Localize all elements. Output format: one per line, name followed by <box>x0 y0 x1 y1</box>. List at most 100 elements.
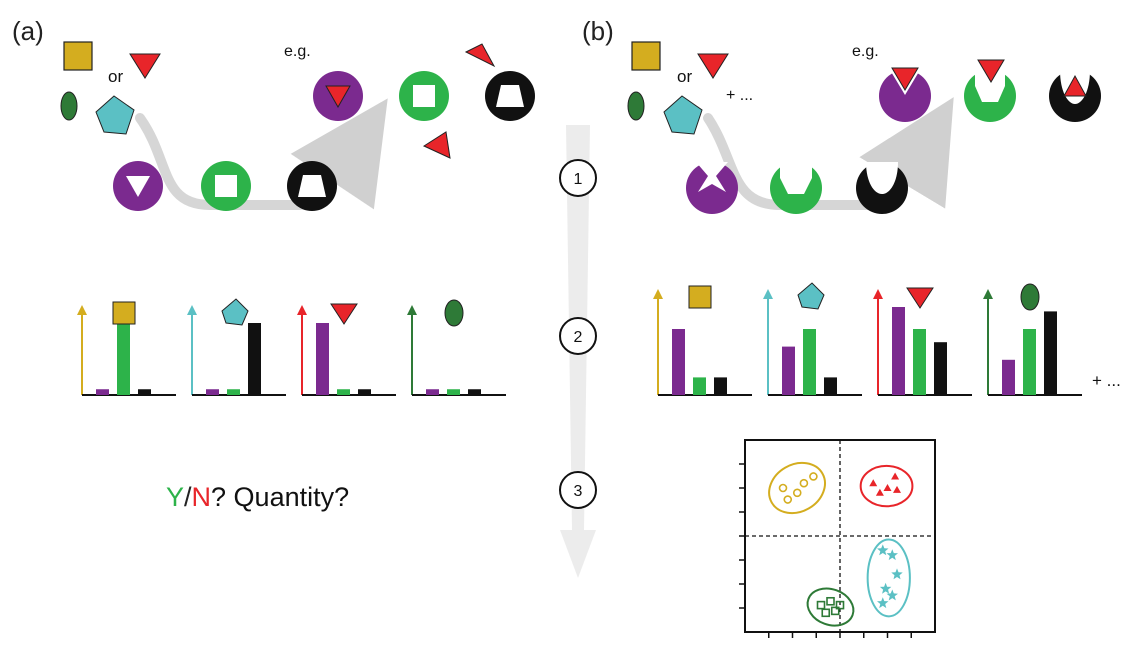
scatter-points <box>768 461 914 627</box>
bar-a-2-green <box>337 389 350 395</box>
free-triangle-icon-2 <box>422 131 451 159</box>
bar-axis-arrow-b-0 <box>653 289 663 299</box>
cyan-pentagon-icon <box>95 95 135 135</box>
scatter-point-cyan-pentagon-0 <box>877 544 889 556</box>
bar-b-2-green <box>913 329 926 395</box>
bar-b-0-green <box>693 377 706 395</box>
scatter-point-yellow-square-2 <box>792 488 802 498</box>
bar-b-0-purple <box>672 329 685 395</box>
bar-a-3-black <box>468 389 481 395</box>
bar-axis-arrow-b-2 <box>873 289 883 299</box>
yellow-square-icon <box>63 41 93 71</box>
green-ellipse-icon-b <box>627 91 645 121</box>
scatter-point-red-triangle-4 <box>891 472 900 480</box>
or-label-a: or <box>108 67 123 86</box>
bar-legend-a-2-icon <box>330 303 358 325</box>
bar-charts-a <box>77 298 506 396</box>
scatter-ticks <box>739 463 912 638</box>
red-triangle-icon <box>129 53 161 79</box>
scatter-point-cyan-pentagon-1 <box>886 549 898 561</box>
bar-axis-arrow-a-1 <box>187 305 197 315</box>
step-2-circle <box>559 317 597 355</box>
bars-more-label: + ... <box>1092 371 1121 390</box>
panel-b-label: (b) <box>582 16 614 46</box>
complex-green-b-site-icon <box>975 70 1005 102</box>
bar-legend-b-2-icon <box>906 287 934 309</box>
scatter-point-cyan-pentagon-2 <box>891 568 903 580</box>
receptor-black-b-site-icon <box>866 162 898 194</box>
bar-charts-b <box>653 282 1082 396</box>
step-arrow: 1 2 3 <box>559 125 597 578</box>
green-ellipse-icon <box>60 91 78 121</box>
receptor-purple-b <box>686 162 738 214</box>
scatter-point-green-ellipse-4 <box>835 600 845 610</box>
bar-b-3-black <box>1044 311 1057 395</box>
scatter-point-red-triangle-1 <box>875 488 884 496</box>
step-2-label: 2 <box>574 329 583 346</box>
step-3-label: 3 <box>574 483 583 500</box>
scatter-cluster-yellow-square <box>768 461 826 515</box>
receptor-green-b-site-icon <box>780 162 812 194</box>
bar-a-3-green <box>447 389 460 395</box>
bar-legend-a-3-icon <box>444 299 464 327</box>
scatter-point-red-triangle-3 <box>893 485 901 493</box>
bar-b-1-purple <box>782 346 795 395</box>
bar-a-1-black <box>248 323 261 395</box>
bar-b-3-green <box>1023 329 1036 395</box>
more-label: + ... <box>726 87 753 104</box>
bar-axis-arrow-b-3 <box>983 289 993 299</box>
bar-b-2-purple <box>892 307 905 395</box>
bar-a-2-purple <box>316 323 329 395</box>
free-triangle-icon-1 <box>464 43 496 68</box>
question-text: Y/N? Quantity? <box>166 482 349 512</box>
panel-a-label: (a) <box>12 16 44 46</box>
bar-axis-arrow-b-1 <box>763 289 773 299</box>
bar-a-0-black <box>138 389 151 395</box>
scatter-point-yellow-square-3 <box>799 478 809 488</box>
question-y: Y <box>166 482 184 512</box>
question-n: N <box>192 482 212 512</box>
scatter-point-green-ellipse-1 <box>826 596 835 606</box>
step-1-circle <box>559 159 597 197</box>
receptor-green-site-icon <box>215 175 237 197</box>
bar-legend-a-1-icon <box>221 298 249 326</box>
bar-b-3-purple <box>1002 359 1015 395</box>
receptor-purple-b-site-icon <box>696 162 728 192</box>
bar-a-2-black <box>358 389 371 395</box>
panel-a-top: or e.g. <box>60 41 535 211</box>
receptor-black-site-icon <box>298 175 326 197</box>
bar-a-0-green <box>117 323 130 395</box>
bar-legend-a-0-icon <box>112 301 136 325</box>
bar-a-3-purple <box>426 389 439 395</box>
empty-square-site-icon <box>413 85 435 107</box>
bar-b-2-black <box>934 342 947 395</box>
scatter-point-cyan-pentagon-3 <box>879 582 892 594</box>
red-triangle-icon-b <box>697 53 729 79</box>
bar-legend-b-0-icon <box>688 285 712 309</box>
scatter-cluster-green-ellipse <box>806 587 855 627</box>
bar-axis-arrow-a-3 <box>407 305 417 315</box>
scatter-point-red-triangle-0 <box>869 479 878 487</box>
scatter-point-yellow-square-4 <box>809 472 818 481</box>
step-3-circle <box>559 471 597 509</box>
scatter-cluster-cyan-pentagon <box>866 538 911 618</box>
empty-trapezoid-site-icon <box>496 85 524 107</box>
panel-b-top: or + ... e.g. <box>627 41 1101 214</box>
yellow-square-icon-b <box>631 41 661 71</box>
bound-triangle-b-3-icon <box>1063 74 1087 97</box>
scatter-plot <box>739 439 936 638</box>
complex-purple-b <box>879 70 931 122</box>
scatter-point-yellow-square-0 <box>778 483 788 493</box>
bar-legend-b-1-icon <box>797 282 825 310</box>
receptor-purple-site-icon <box>126 176 150 197</box>
bar-a-1-purple <box>206 389 219 395</box>
bar-b-1-green <box>803 329 816 395</box>
scatter-point-cyan-pentagon-5 <box>877 597 889 609</box>
question-rest: ? Quantity? <box>211 482 349 512</box>
bound-triangle-b-2-icon <box>977 59 1005 83</box>
bar-b-0-black <box>714 377 727 395</box>
cyan-pentagon-icon-b <box>663 95 703 135</box>
eg-label-a: e.g. <box>284 43 311 60</box>
bar-a-1-green <box>227 389 240 395</box>
